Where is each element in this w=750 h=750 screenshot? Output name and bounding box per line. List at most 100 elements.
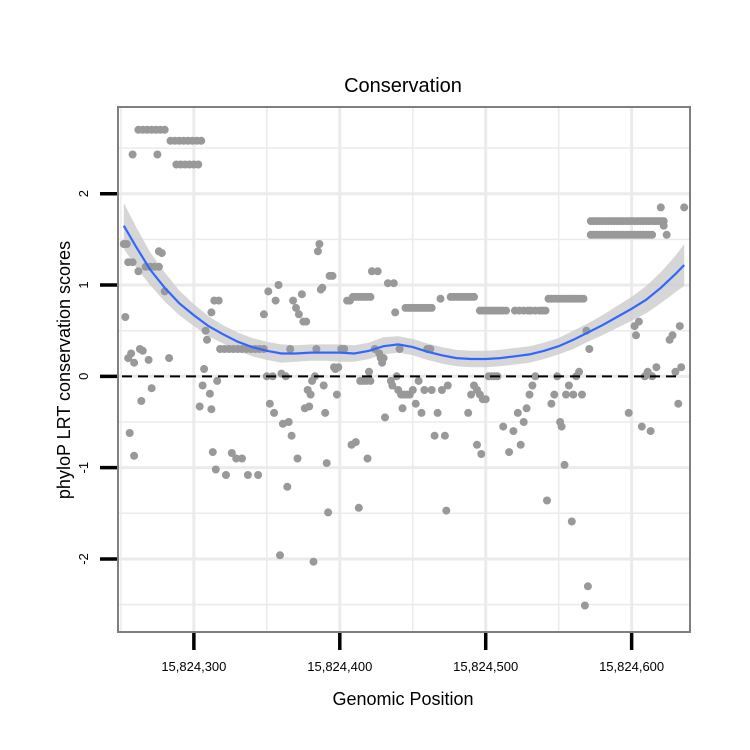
y-tick-label: -1 [76,462,91,474]
data-point [293,454,302,463]
data-point [562,390,570,399]
data-point [264,287,273,296]
data-point [668,331,677,340]
data-point [289,296,298,305]
data-point [227,449,236,457]
data-point [677,363,686,372]
data-point [634,317,643,326]
data-point [318,283,327,292]
data-point [207,405,216,414]
data-point [292,303,300,312]
data-point [322,459,331,468]
data-point [557,422,566,431]
data-point [157,249,166,258]
data-point [208,448,217,457]
data-point [222,471,230,479]
data-point [583,582,592,591]
data-point [550,390,559,399]
data-point [305,402,314,411]
data-point [659,221,668,230]
data-point [198,381,207,390]
data-point [254,471,263,479]
data-point [632,331,640,340]
data-point [214,296,223,305]
data-point [585,345,594,353]
data-point [213,376,222,385]
y-tick-label: 0 [76,373,91,380]
data-point [201,326,210,335]
data-point [427,386,436,394]
data-point [467,390,476,399]
data-point [391,308,400,317]
data-point [470,292,478,301]
data-point [398,404,407,413]
data-point [287,431,296,440]
data-point [637,422,646,431]
data-point [200,365,209,373]
data-point [381,413,389,422]
smooth-trend-line [122,225,685,361]
plot-panel [117,106,691,633]
data-point [575,367,584,376]
data-point [656,203,665,212]
data-point [302,317,311,326]
data-point [160,125,169,134]
y-tick-label: 2 [76,190,91,197]
data-point [365,367,373,376]
data-point [547,399,556,408]
data-point [502,306,511,315]
data-point [505,448,514,457]
data-point [379,354,388,363]
data-point [680,203,689,212]
data-point [389,279,398,288]
data-point [265,399,274,408]
data-point [122,240,131,248]
data-point [499,422,508,431]
data-point [528,381,537,390]
data-point [519,418,528,426]
data-point [662,230,671,239]
data-point [138,346,147,355]
data-point [286,345,295,353]
data-point [205,389,214,398]
chart-title: Conservation [344,75,462,97]
y-tick-label: 1 [76,281,91,288]
data-point [437,386,446,394]
data-point [154,262,163,271]
data-point [579,294,588,303]
data-point [324,508,333,517]
data-point [513,408,522,417]
data-point [127,349,136,358]
x-axis: 15,824,300 15,824,400 15,824,500 15,824,600 [161,633,664,674]
data-point [332,390,341,399]
data-point [541,306,550,315]
data-point [354,503,363,512]
data-point [675,322,684,331]
data-point [383,279,392,288]
x-tick-label: 15,824,300 [161,659,226,674]
data-point [433,408,442,417]
data-point [464,408,473,417]
data-point [477,450,486,458]
data-point [334,363,343,372]
data-point [569,390,578,399]
data-point [366,376,375,385]
data-point [321,408,330,417]
data-point [294,310,303,319]
data-point [367,267,376,276]
data-point [137,397,146,405]
data-point [373,267,382,276]
data-point [395,345,404,353]
data-point [130,358,139,367]
data-point [274,281,283,289]
data-point [414,376,423,385]
data-point [366,292,375,301]
data-point [306,390,315,399]
data-point [417,408,426,417]
data-point [130,451,139,460]
data-point [648,230,657,239]
data-point [481,395,490,404]
data-point [411,399,420,408]
data-point [567,517,576,526]
data-point [309,557,318,566]
